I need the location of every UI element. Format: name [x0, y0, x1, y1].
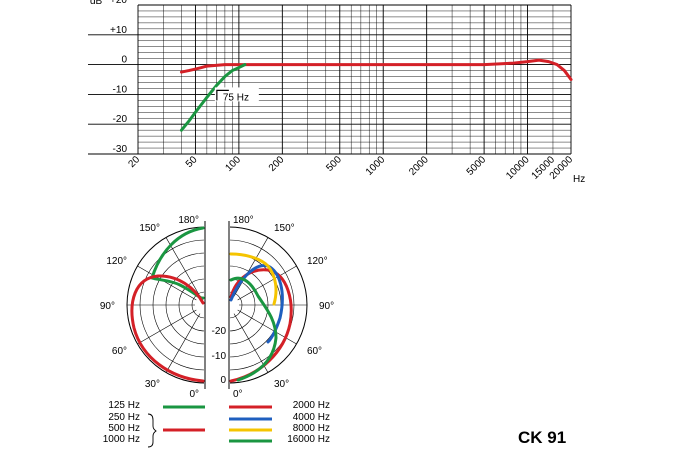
legend-brace [147, 413, 157, 448]
x-tick-label: 5000 [465, 154, 489, 178]
radial-label: -20 [212, 326, 227, 337]
radial-label: 0 [220, 375, 226, 386]
angle-label-left: 60° [112, 346, 127, 357]
angle-label-left: 90° [100, 301, 115, 312]
polar-spoke [233, 237, 269, 297]
x-tick-label: 200 [267, 154, 287, 174]
y-tick-label: 0 [121, 55, 127, 66]
x-tick-label: 20 [126, 154, 142, 170]
angle-label-left: 30° [145, 379, 160, 390]
angle-label-left: 180° [178, 215, 199, 226]
angle-label-right: 30° [274, 379, 289, 390]
polar-spoke [233, 313, 269, 373]
angle-label-right: 0° [233, 389, 243, 400]
frequency-response-chart: +20 +10 0 -10 -20 -30 dB 20 50 100 200 500 1000 2000 5… [88, 0, 585, 185]
polar-curve-16000hz [229, 276, 278, 382]
legend-label-left: 500 Hz [108, 423, 140, 434]
legend-label-left: 1000 Hz [103, 434, 140, 445]
polar-curve-4000hz [229, 264, 284, 344]
angle-label-left: 120° [106, 256, 127, 267]
polar-spoke [137, 265, 197, 301]
x-tick-label: 100 [223, 154, 243, 174]
y-tick-label: -20 [113, 114, 128, 125]
polar-spoke [237, 265, 297, 301]
y-tick-label: -10 [113, 84, 128, 95]
annotation-label: 75 Hz [223, 92, 249, 103]
polar-spoke [237, 309, 297, 345]
angle-label-right: 90° [319, 301, 334, 312]
annotation-marker [216, 89, 229, 101]
angle-label-right: 120° [307, 256, 328, 267]
grid [137, 4, 572, 155]
y-tick-label: +10 [110, 25, 127, 36]
angle-label-right: 150° [274, 223, 295, 234]
x-tick-label: 2000 [407, 154, 431, 178]
legend-label-right: 2000 Hz [293, 400, 330, 411]
response-series-1 [179, 63, 247, 132]
radial-label: -10 [212, 351, 227, 362]
model-label: CK 91 [518, 428, 567, 447]
response-series-0 [179, 58, 573, 81]
center-gap [206, 200, 228, 400]
x-tick-label: 50 [184, 154, 200, 170]
polar-spoke [165, 237, 201, 297]
polar-spoke [165, 313, 201, 373]
y-tick-label: +20 [110, 0, 127, 6]
polar-spoke [137, 309, 197, 345]
x-tick-label: 10000 [504, 154, 532, 182]
polar-curve-250-1000hz [130, 274, 205, 383]
angle-label-left: 150° [139, 223, 160, 234]
x-tick-label: 500 [324, 154, 344, 174]
polar-pattern-chart: 180° 180° 150° 150° 120° 120° 90° 90° 60° 60° 30° 3… [100, 200, 334, 448]
polar-curve-8000hz [229, 252, 278, 306]
angle-label-left: 0° [189, 389, 199, 400]
legend-label-left: 125 Hz [108, 400, 140, 411]
angle-label-right: 180° [233, 215, 254, 226]
y-axis-label: dB [90, 0, 103, 7]
x-tick-label: 1000 [364, 154, 388, 178]
legend-label-right: 8000 Hz [293, 423, 330, 434]
legend-label-right: 4000 Hz [293, 412, 330, 423]
legend-label-right: 16000 Hz [287, 434, 330, 445]
angle-label-right: 60° [307, 346, 322, 357]
legend-label-left: 250 Hz [108, 412, 140, 423]
y-tick-label: -30 [113, 144, 128, 155]
x-axis-label: Hz [573, 174, 585, 185]
